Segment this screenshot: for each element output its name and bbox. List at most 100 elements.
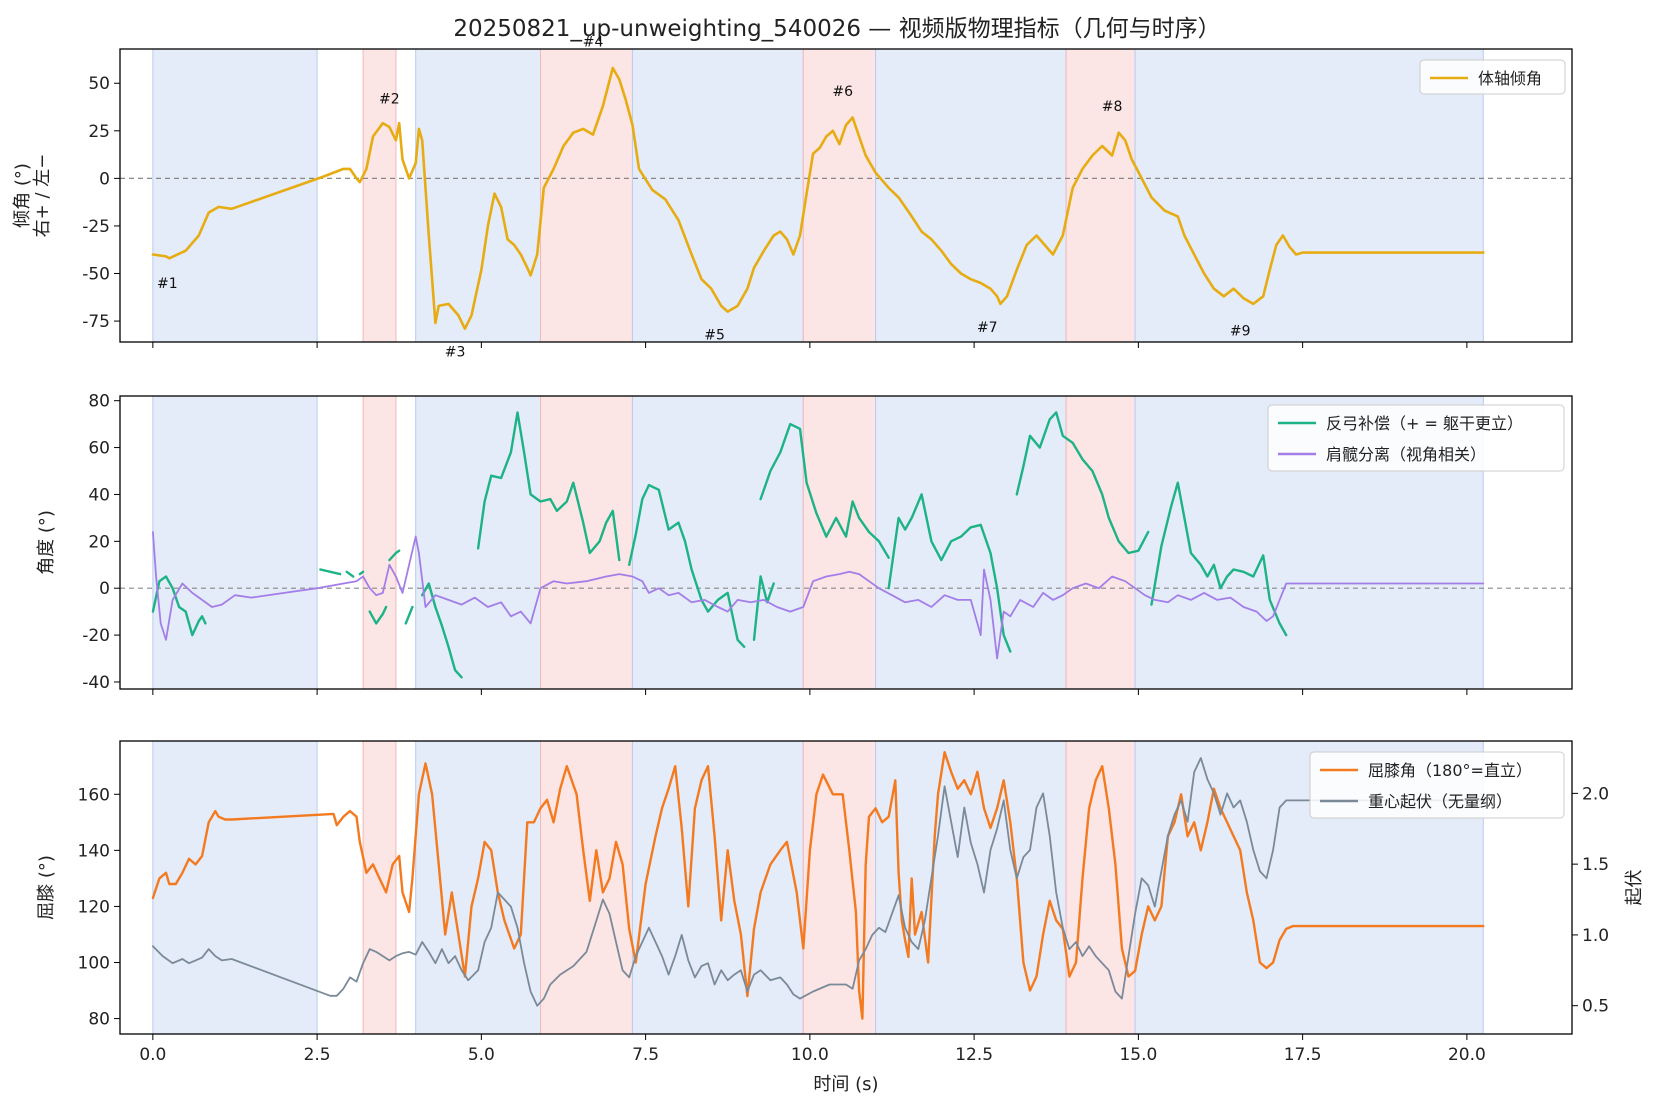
y-tick-label: 140 xyxy=(78,841,110,861)
y2-tick-label: 1.5 xyxy=(1582,855,1609,875)
series-line-tilt xyxy=(151,66,1485,330)
y-axis-label: 右+ / 左− xyxy=(32,154,53,238)
y-tick-label: 80 xyxy=(88,1010,110,1030)
y-tick-label: 0 xyxy=(99,169,110,189)
x-tick-label: 10.0 xyxy=(791,1045,829,1065)
phase-band-red xyxy=(363,396,396,689)
x-axis-label: 时间 (s) xyxy=(813,1074,878,1095)
phase-band-red xyxy=(1066,49,1136,342)
series-line-arch xyxy=(358,570,365,576)
x-tick-label: 2.5 xyxy=(304,1045,331,1065)
y-tick-label: -50 xyxy=(82,265,110,285)
series-line-arch xyxy=(404,605,414,625)
y-tick-label: 20 xyxy=(88,532,110,552)
phase-band-red xyxy=(540,49,633,342)
series-line-arch xyxy=(151,575,200,637)
phase-band-blue xyxy=(152,741,318,1034)
series-line-arch xyxy=(476,411,621,562)
y-tick-label: 50 xyxy=(88,74,110,94)
y-tick-label: 0 xyxy=(99,579,110,599)
series-line-knee xyxy=(151,751,1485,1020)
y-tick-label: 80 xyxy=(88,392,110,412)
legend-label: 屈膝角（180°=直立） xyxy=(1368,761,1532,780)
peak-annotation: #8 xyxy=(1102,99,1123,115)
peak-annotation: #4 xyxy=(583,34,604,50)
axes-frame xyxy=(119,395,1573,690)
x-tick-label: 5.0 xyxy=(468,1045,495,1065)
y2-tick-label: 0.5 xyxy=(1582,997,1609,1017)
phase-band-blue xyxy=(875,396,1067,689)
legend-label: 体轴倾角 xyxy=(1478,69,1542,88)
phase-band-blue xyxy=(1135,49,1484,342)
series-line-arch xyxy=(319,568,342,576)
legend-box xyxy=(1309,751,1565,819)
y2-axis-label: 起伏 xyxy=(1624,870,1645,906)
x-tick-label: 15.0 xyxy=(1119,1045,1157,1065)
peak-annotation: #3 xyxy=(445,345,466,361)
legend: 屈膝角（180°=直立） 重心起伏（无量纲） xyxy=(1309,751,1565,819)
phase-band-red xyxy=(363,49,396,342)
y-tick-label: -20 xyxy=(82,626,110,646)
x-tick-label: 0.0 xyxy=(139,1045,166,1065)
y2-tick-label: 2.0 xyxy=(1582,784,1609,804)
chart-title: 20250821_up-unweighting_540026 — 视频版物理指标… xyxy=(453,16,1220,42)
peak-annotation: #9 xyxy=(1230,324,1251,340)
series-line-arch xyxy=(759,422,890,559)
phase-band-red xyxy=(540,741,633,1034)
axes-frame xyxy=(119,48,1573,343)
peak-annotation: #5 xyxy=(704,327,725,343)
y2-tick-label: 1.0 xyxy=(1582,926,1609,946)
peak-annotation: #6 xyxy=(832,84,853,100)
series-line-arch xyxy=(1150,481,1288,637)
legend: 反弓补偿（+ = 躯干更立） 肩髋分离（视角相关） xyxy=(1267,404,1565,472)
y-tick-label: 160 xyxy=(78,785,110,805)
series-line-arch xyxy=(628,483,746,648)
phase-band-red xyxy=(1066,741,1136,1034)
phase-band-blue xyxy=(632,396,804,689)
y-tick-label: 25 xyxy=(88,122,110,142)
phase-band-blue xyxy=(415,49,541,342)
panel-tilt: 50 25 0 -25 -50 -75 倾角 (°) 右+ / 左− #1 #2 #3 #4 #5 #6 #… xyxy=(12,34,1573,361)
x-tick-label: 20.0 xyxy=(1448,1045,1486,1065)
series-line-com xyxy=(152,757,1485,1007)
series-line-arch xyxy=(752,575,775,641)
phase-band-red xyxy=(363,741,396,1034)
series-line-arch xyxy=(345,570,355,578)
x-tick-label: 12.5 xyxy=(955,1045,993,1065)
phase-band-blue xyxy=(415,741,541,1034)
peak-annotation: #1 xyxy=(157,276,178,292)
legend-box xyxy=(1267,404,1565,472)
legend-box xyxy=(1419,59,1566,95)
legend: 体轴倾角 xyxy=(1419,59,1566,95)
series-line-shoulder xyxy=(152,531,1485,660)
panel-angles: 80 60 40 20 0 -20 -40 角度 (°) 反弓补偿（+ = 躯干更立） 肩髋分离（… xyxy=(36,392,1573,695)
phase-band-blue xyxy=(152,396,318,689)
y-axis-label: 角度 (°) xyxy=(36,510,57,575)
series-line-arch xyxy=(197,615,207,625)
series-line-arch xyxy=(368,605,388,625)
series-line-arch xyxy=(388,549,401,562)
legend-label: 肩髋分离（视角相关） xyxy=(1326,445,1486,464)
series-line-arch xyxy=(887,493,1012,653)
y-tick-label: 60 xyxy=(88,439,110,459)
phase-band-red xyxy=(803,49,876,342)
y-tick-label: -75 xyxy=(82,312,110,332)
y-tick-label: -40 xyxy=(82,673,110,693)
panel-knee: 160 140 120 100 80 0.0 2.5 5.0 7.5 10.0 12.5 15.0 17… xyxy=(36,740,1645,1095)
peak-annotation: #2 xyxy=(379,91,400,107)
axes-frame xyxy=(119,740,1573,1035)
series-line-arch xyxy=(1015,411,1150,555)
series-line-arch xyxy=(421,582,463,679)
y-axis-label: 屈膝 (°) xyxy=(36,855,57,920)
phase-band-red xyxy=(1066,396,1136,689)
y-tick-label: 120 xyxy=(78,897,110,917)
peak-annotation: #7 xyxy=(977,320,998,336)
x-tick-label: 17.5 xyxy=(1284,1045,1322,1065)
y-axis-label: 倾角 (°) xyxy=(12,163,33,228)
y-tick-label: 40 xyxy=(88,485,110,505)
phase-band-blue xyxy=(152,49,318,342)
legend-label: 反弓补偿（+ = 躯干更立） xyxy=(1326,414,1523,433)
x-tick-label: 7.5 xyxy=(632,1045,659,1065)
panels: 50 25 0 -25 -50 -75 倾角 (°) 右+ / 左− #1 #2 #3 #4 #5 #6 #… xyxy=(12,34,1645,1095)
